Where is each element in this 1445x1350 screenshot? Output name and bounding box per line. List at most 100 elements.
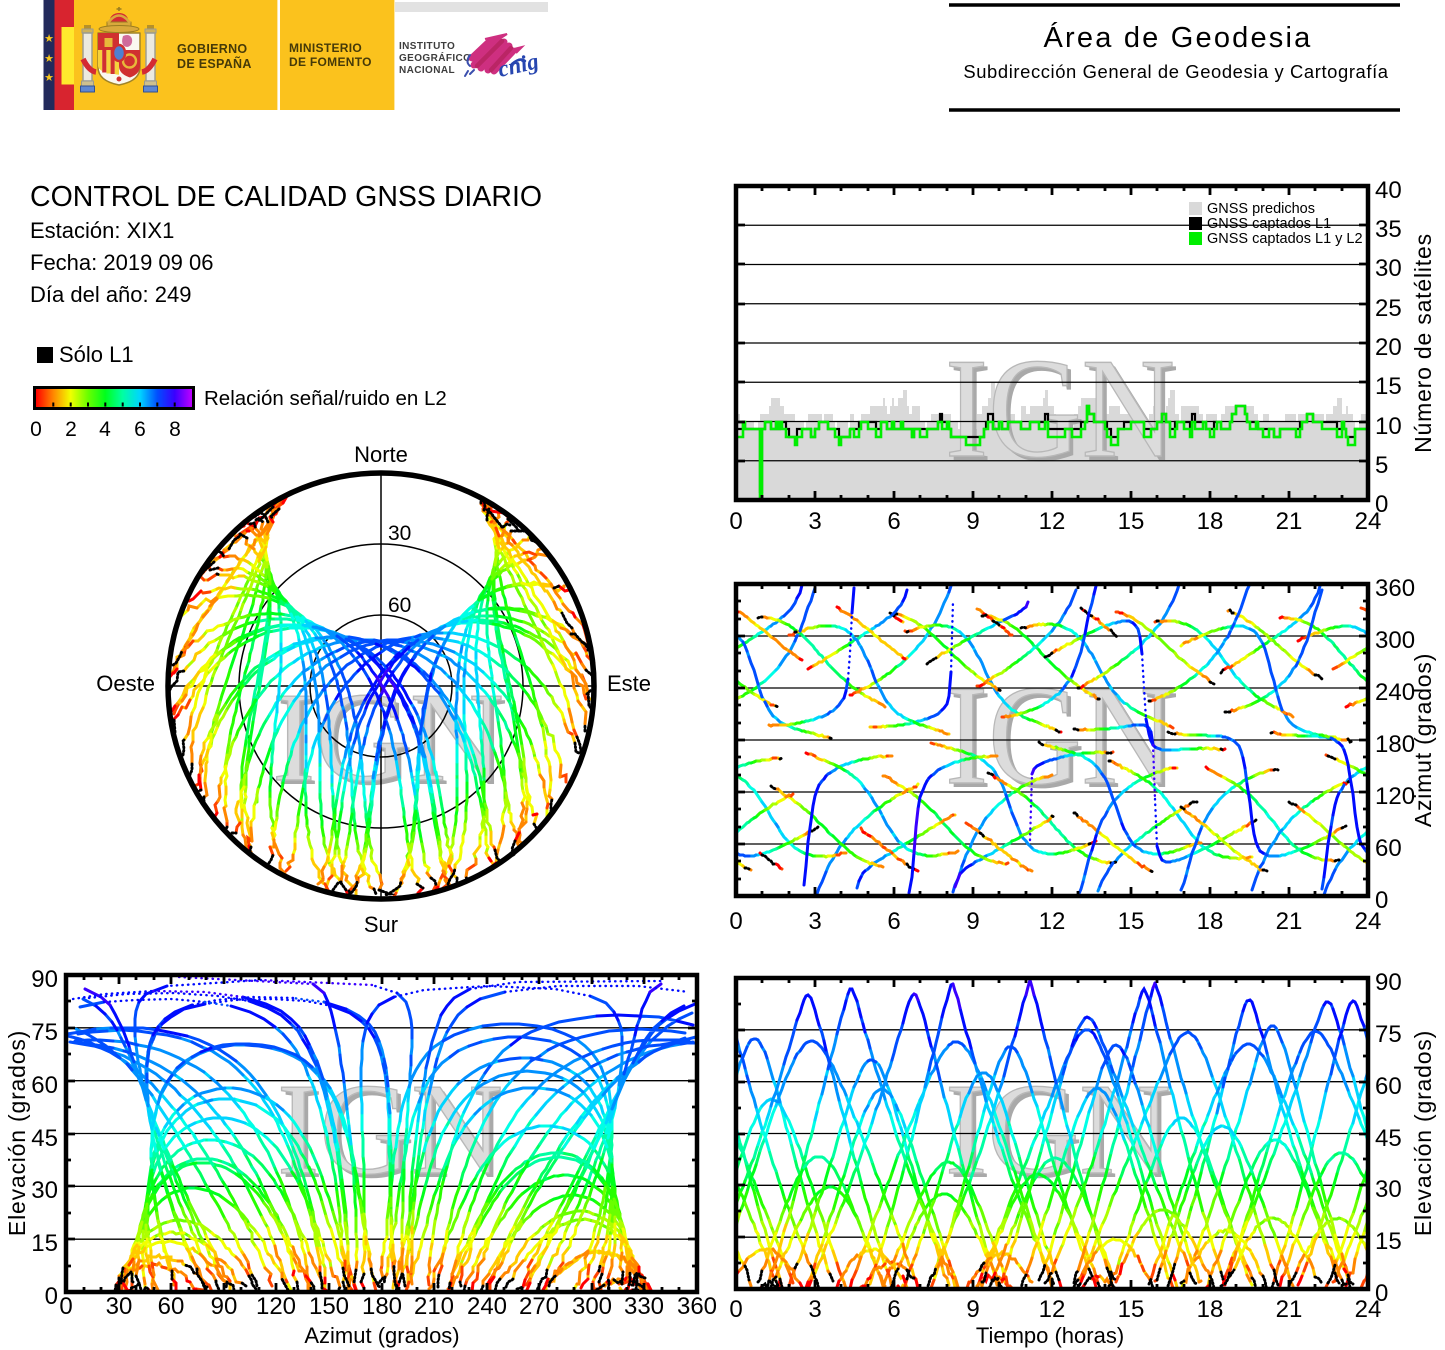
svg-text:60: 60 — [31, 1072, 58, 1099]
svg-text:15: 15 — [1118, 508, 1145, 535]
svg-text:30: 30 — [1375, 255, 1402, 282]
svg-text:15: 15 — [1375, 373, 1402, 400]
svg-text:4: 4 — [99, 418, 111, 441]
svg-text:21: 21 — [1276, 1296, 1303, 1323]
svg-text:0: 0 — [729, 908, 742, 935]
svg-text:GOBIERNO: GOBIERNO — [177, 42, 247, 56]
svg-text:270: 270 — [519, 1293, 559, 1320]
svg-text:360: 360 — [677, 1293, 717, 1320]
svg-text:45: 45 — [1375, 1125, 1402, 1152]
svg-text:2: 2 — [65, 418, 77, 441]
svg-text:180: 180 — [1375, 731, 1415, 758]
svg-text:120: 120 — [1375, 783, 1415, 810]
svg-text:9: 9 — [966, 508, 979, 535]
svg-text:Azimut (grados): Azimut (grados) — [304, 1323, 459, 1348]
svg-text:30: 30 — [388, 522, 411, 545]
svg-text:9: 9 — [966, 908, 979, 935]
svg-text:Norte: Norte — [354, 442, 408, 467]
svg-text:Área de Geodesia: Área de Geodesia — [1044, 21, 1313, 54]
svg-text:15: 15 — [1118, 908, 1145, 935]
svg-text:0: 0 — [729, 508, 742, 535]
svg-text:9: 9 — [966, 1296, 979, 1323]
svg-text:0: 0 — [1375, 491, 1388, 518]
svg-text:21: 21 — [1276, 508, 1303, 535]
svg-text:18: 18 — [1197, 508, 1224, 535]
svg-text:210: 210 — [414, 1293, 454, 1320]
svg-text:90: 90 — [211, 1293, 238, 1320]
svg-text:6: 6 — [887, 508, 900, 535]
svg-text:0: 0 — [1375, 887, 1388, 914]
svg-text:300: 300 — [572, 1293, 612, 1320]
svg-text:24: 24 — [1355, 908, 1382, 935]
svg-text:3: 3 — [808, 1296, 821, 1323]
svg-text:25: 25 — [1375, 295, 1402, 322]
svg-text:8: 8 — [169, 418, 181, 441]
svg-text:Oeste: Oeste — [96, 671, 155, 696]
svg-text:MINISTERIO: MINISTERIO — [289, 41, 362, 55]
svg-text:6: 6 — [887, 1296, 900, 1323]
svg-text:Día del año: 249: Día del año: 249 — [30, 282, 191, 307]
svg-text:120: 120 — [256, 1293, 296, 1320]
svg-text:30: 30 — [106, 1293, 133, 1320]
svg-text:IGN: IGN — [945, 656, 1175, 814]
svg-text:INSTITUTO: INSTITUTO — [399, 41, 455, 52]
svg-text:GNSS captados L1 y L2: GNSS captados L1 y L2 — [1207, 231, 1363, 247]
svg-text:300: 300 — [1375, 627, 1415, 654]
svg-text:Azimut (grados): Azimut (grados) — [1410, 653, 1436, 827]
svg-text:60: 60 — [158, 1293, 185, 1320]
svg-text:DE ESPAÑA: DE ESPAÑA — [177, 56, 252, 71]
svg-text:18: 18 — [1197, 908, 1224, 935]
svg-text:Sur: Sur — [364, 912, 398, 937]
svg-text:★: ★ — [44, 72, 54, 84]
svg-text:DE FOMENTO: DE FOMENTO — [289, 55, 372, 69]
svg-text:20: 20 — [1375, 334, 1402, 361]
svg-text:Tiempo (horas): Tiempo (horas) — [976, 1323, 1124, 1348]
svg-text:Subdirección General de Geodes: Subdirección General de Geodesia y Carto… — [963, 61, 1388, 82]
svg-text:30: 30 — [1375, 1176, 1402, 1203]
svg-text:24: 24 — [1355, 508, 1382, 535]
svg-text:Fecha: 2019 09 06: Fecha: 2019 09 06 — [30, 250, 213, 275]
svg-text:10: 10 — [1375, 413, 1402, 440]
svg-text:GNSS captados L1: GNSS captados L1 — [1207, 216, 1331, 232]
svg-text:45: 45 — [31, 1125, 58, 1152]
svg-text:330: 330 — [624, 1293, 664, 1320]
svg-text:3: 3 — [808, 908, 821, 935]
svg-text:5: 5 — [1375, 452, 1388, 479]
svg-text:60: 60 — [1375, 835, 1402, 862]
svg-text:15: 15 — [1375, 1228, 1402, 1255]
svg-text:12: 12 — [1039, 1296, 1066, 1323]
svg-text:240: 240 — [1375, 679, 1415, 706]
svg-text:0: 0 — [59, 1293, 72, 1320]
svg-text:21: 21 — [1276, 908, 1303, 935]
svg-text:0: 0 — [1375, 1280, 1388, 1307]
svg-text:CONTROL DE CALIDAD GNSS DIARIO: CONTROL DE CALIDAD GNSS DIARIO — [30, 181, 542, 213]
svg-text:24: 24 — [1355, 1296, 1382, 1323]
svg-text:IGN: IGN — [945, 329, 1175, 487]
svg-text:35: 35 — [1375, 216, 1402, 243]
svg-text:360: 360 — [1375, 575, 1415, 602]
svg-text:240: 240 — [467, 1293, 507, 1320]
svg-text:Este: Este — [607, 671, 651, 696]
svg-text:30: 30 — [31, 1177, 58, 1204]
svg-text:18: 18 — [1197, 1296, 1224, 1323]
svg-text:75: 75 — [1375, 1021, 1402, 1048]
svg-text:Elevación (grados): Elevación (grados) — [4, 1030, 30, 1236]
svg-text:0: 0 — [729, 1296, 742, 1323]
svg-text:180: 180 — [362, 1293, 402, 1320]
svg-text:75: 75 — [31, 1019, 58, 1046]
svg-text:Relación señal/ruido en L2: Relación señal/ruido en L2 — [204, 387, 447, 410]
svg-text:Estación: XIX1: Estación: XIX1 — [30, 218, 174, 243]
svg-text:0: 0 — [30, 418, 42, 441]
svg-text:Sólo L1: Sólo L1 — [59, 342, 134, 367]
svg-text:★: ★ — [44, 33, 54, 45]
svg-text:GNSS predichos: GNSS predichos — [1207, 201, 1315, 217]
svg-text:★: ★ — [44, 53, 54, 65]
svg-text:GEOGRÁFICO: GEOGRÁFICO — [399, 51, 471, 64]
svg-text:6: 6 — [887, 908, 900, 935]
svg-text:NACIONAL: NACIONAL — [399, 65, 455, 76]
svg-text:Elevación (grados): Elevación (grados) — [1410, 1030, 1436, 1236]
svg-text:60: 60 — [1375, 1073, 1402, 1100]
svg-text:12: 12 — [1039, 908, 1066, 935]
svg-text:3: 3 — [808, 508, 821, 535]
svg-text:12: 12 — [1039, 508, 1066, 535]
